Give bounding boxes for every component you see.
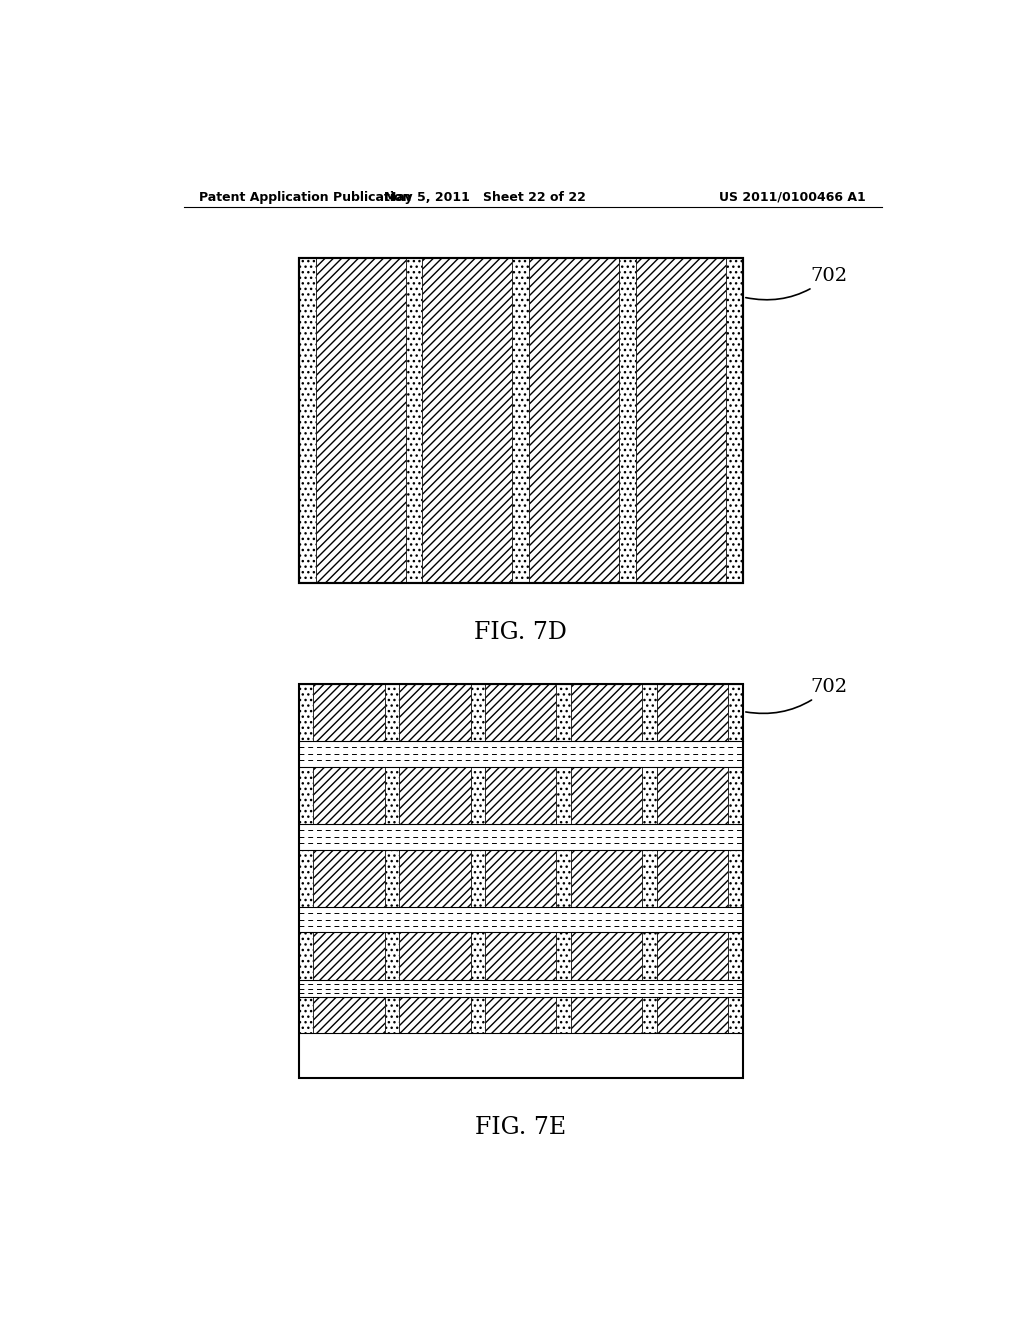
Bar (422, 257, 512, 583)
Bar (385, 767, 399, 824)
Bar (313, 932, 385, 979)
Bar (620, 257, 636, 583)
Bar (728, 850, 743, 907)
Bar (299, 907, 743, 932)
Bar (642, 932, 657, 979)
Bar (657, 932, 728, 979)
Bar (299, 741, 743, 767)
Text: US 2011/0100466 A1: US 2011/0100466 A1 (719, 190, 866, 203)
Text: FIG. 7D: FIG. 7D (474, 620, 567, 644)
Bar (556, 932, 571, 979)
Bar (399, 998, 470, 1032)
Bar (571, 998, 642, 1032)
Bar (556, 850, 571, 907)
Bar (485, 932, 556, 979)
Bar (485, 998, 556, 1032)
Bar (642, 850, 657, 907)
Text: 702: 702 (745, 677, 848, 713)
Text: 702: 702 (745, 267, 848, 300)
Bar (556, 684, 571, 741)
Bar (385, 998, 399, 1032)
Text: Patent Application Publication: Patent Application Publication (200, 190, 412, 203)
Bar (299, 824, 743, 850)
Bar (726, 257, 743, 583)
Bar (642, 684, 657, 741)
Bar (470, 932, 485, 979)
Bar (313, 998, 385, 1032)
Bar (571, 684, 642, 741)
Bar (470, 684, 485, 741)
Bar (299, 979, 743, 998)
Bar (642, 998, 657, 1032)
Bar (313, 684, 385, 741)
Bar (657, 684, 728, 741)
Bar (485, 767, 556, 824)
Bar (385, 850, 399, 907)
Bar (299, 850, 313, 907)
Text: FIG. 7E: FIG. 7E (475, 1115, 566, 1139)
Bar (636, 257, 726, 583)
Bar (470, 850, 485, 907)
Bar (315, 257, 406, 583)
Bar (657, 998, 728, 1032)
Text: May 5, 2011   Sheet 22 of 22: May 5, 2011 Sheet 22 of 22 (384, 190, 586, 203)
Bar (399, 850, 470, 907)
Bar (299, 257, 743, 583)
Bar (657, 850, 728, 907)
Bar (470, 767, 485, 824)
Bar (728, 932, 743, 979)
Bar (485, 850, 556, 907)
Bar (299, 932, 313, 979)
Bar (399, 767, 470, 824)
Bar (728, 767, 743, 824)
Bar (657, 767, 728, 824)
Bar (385, 684, 399, 741)
Bar (556, 998, 571, 1032)
Bar (313, 767, 385, 824)
Bar (571, 767, 642, 824)
Bar (299, 257, 315, 583)
Bar (313, 850, 385, 907)
Bar (470, 998, 485, 1032)
Bar (728, 998, 743, 1032)
Bar (571, 850, 642, 907)
Bar (642, 767, 657, 824)
Bar (299, 767, 313, 824)
Bar (529, 257, 620, 583)
Bar (399, 684, 470, 741)
Bar (399, 932, 470, 979)
Bar (571, 932, 642, 979)
Bar (299, 684, 313, 741)
Bar (556, 767, 571, 824)
Bar (385, 932, 399, 979)
Bar (299, 257, 743, 583)
Bar (299, 998, 313, 1032)
Bar (406, 257, 422, 583)
Bar (299, 684, 743, 1078)
Bar (512, 257, 529, 583)
Bar (485, 684, 556, 741)
Bar (728, 684, 743, 741)
